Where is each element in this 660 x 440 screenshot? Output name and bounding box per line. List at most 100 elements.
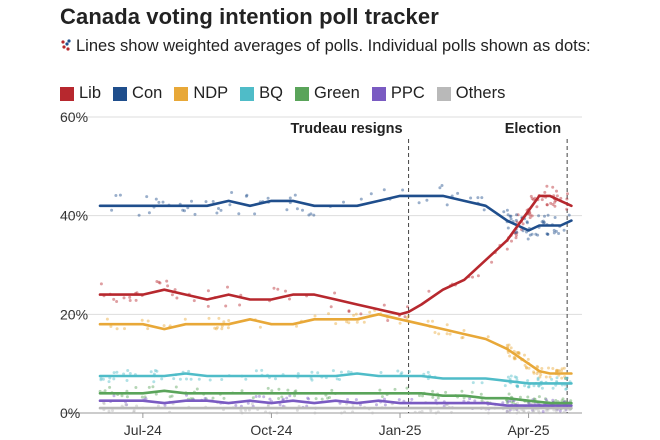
poll-dot-lib (276, 287, 280, 291)
poll-dot-con (147, 211, 151, 215)
poll-dot-ndp (226, 326, 230, 330)
poll-dot-con (567, 213, 571, 217)
poll-dot-con (525, 221, 529, 225)
poll-dot-bq (310, 370, 314, 374)
poll-dot-green (418, 394, 421, 398)
poll-dot-ndp (548, 375, 552, 379)
poll-dot-bq (274, 377, 277, 381)
poll-dot-others (268, 411, 272, 415)
poll-dot-ndp (540, 367, 544, 370)
poll-dot-ppc (434, 398, 438, 402)
poll-dot-green (320, 397, 324, 401)
poll-dot-lib (490, 260, 494, 264)
poll-dot-ppc (246, 401, 250, 405)
poll-dot-lib (555, 189, 558, 193)
poll-dot-bq (516, 384, 520, 388)
poll-dot-others (102, 402, 106, 406)
poll-dot-ndp (525, 366, 529, 370)
legend-swatch (113, 86, 128, 101)
poll-dot-bq (526, 379, 530, 383)
poll-dot-con (181, 208, 185, 212)
poll-dot-ndp (562, 366, 566, 370)
poll-dot-bq (187, 369, 191, 373)
poll-dot-ppc (505, 409, 509, 413)
poll-dot-lib (173, 288, 177, 292)
poll-dot-green (470, 390, 474, 394)
poll-dot-others (250, 402, 254, 406)
poll-dot-con (382, 188, 386, 192)
poll-dot-green (294, 389, 298, 393)
poll-dot-con (253, 212, 257, 216)
poll-dot-others (107, 409, 111, 413)
poll-dot-con (543, 214, 546, 218)
y-tick-label: 20% (60, 306, 88, 322)
poll-dot-con (521, 229, 525, 233)
poll-dot-green (532, 397, 536, 401)
poll-dot-green (560, 399, 564, 403)
x-tick-label: Jan-25 (379, 422, 422, 438)
poll-dot-others (516, 401, 519, 405)
poll-dot-bq (565, 376, 569, 380)
poll-dot-others (340, 411, 343, 415)
poll-dot-ndp (512, 357, 516, 361)
poll-dot-others (168, 410, 172, 414)
poll-dot-lib (529, 194, 533, 198)
legend-item-green: Green (295, 84, 360, 103)
poll-dot-ndp (539, 373, 543, 377)
poll-dot-others (537, 409, 540, 413)
poll-dot-ndp (431, 319, 434, 323)
poll-dot-bq (160, 377, 164, 381)
legend-swatch (295, 86, 309, 101)
poll-dot-lib (515, 220, 519, 224)
poll-dot-con (193, 212, 197, 216)
poll-dot-green (134, 386, 138, 389)
poll-dot-ppc (558, 409, 562, 413)
poll-dot-con (546, 232, 550, 236)
poll-dot-con (542, 221, 546, 224)
poll-dot-con (541, 219, 545, 223)
poll-dot-green (251, 396, 255, 400)
poll-dot-con (562, 228, 566, 232)
x-tick-label: Apr-25 (508, 422, 550, 438)
poll-dot-con (285, 208, 289, 212)
poll-dot-bq (112, 371, 116, 375)
annotation-label: Election (505, 121, 561, 137)
poll-dot-con (528, 233, 532, 237)
poll-dot-con (217, 207, 220, 210)
poll-dot-ndp (507, 343, 511, 347)
poll-dot-bq (400, 371, 404, 375)
legend-label: Others (455, 84, 506, 102)
poll-dot-lib (238, 303, 242, 307)
poll-dot-ndp (517, 351, 521, 355)
poll-dot-con (161, 200, 165, 204)
poll-dot-ndp (532, 371, 536, 375)
poll-dot-ppc (112, 394, 116, 398)
legend-label: BQ (259, 84, 283, 102)
poll-dot-bq (509, 374, 513, 378)
poll-dot-ppc (125, 403, 129, 407)
poll-dot-bq (565, 387, 569, 391)
poll-dot-bq (523, 384, 527, 388)
series-line-ndp (98, 313, 573, 375)
poll-dot-bq (115, 370, 119, 374)
poll-dot-green (431, 395, 435, 399)
poll-dot-ndp (146, 319, 150, 323)
poll-dot-green (421, 394, 424, 398)
poll-dot-con (288, 196, 292, 200)
poll-dot-lib (510, 239, 513, 243)
poll-dot-ndp (505, 343, 509, 347)
poll-dot-ppc (383, 397, 386, 401)
poll-dot-lib (535, 205, 539, 209)
poll-dot-con (190, 199, 193, 203)
poll-dot-green (537, 395, 541, 399)
poll-dot-others (418, 410, 422, 414)
poll-dot-ppc (268, 397, 272, 401)
poll-dot-bq (426, 370, 430, 374)
poll-dot-bq (126, 369, 130, 372)
poll-dot-others (156, 404, 160, 408)
poll-dot-green (544, 397, 547, 401)
poll-dot-con (537, 214, 541, 218)
poll-dot-ndp (405, 316, 409, 320)
poll-dot-lib (559, 196, 563, 200)
poll-dot-con (307, 213, 311, 217)
